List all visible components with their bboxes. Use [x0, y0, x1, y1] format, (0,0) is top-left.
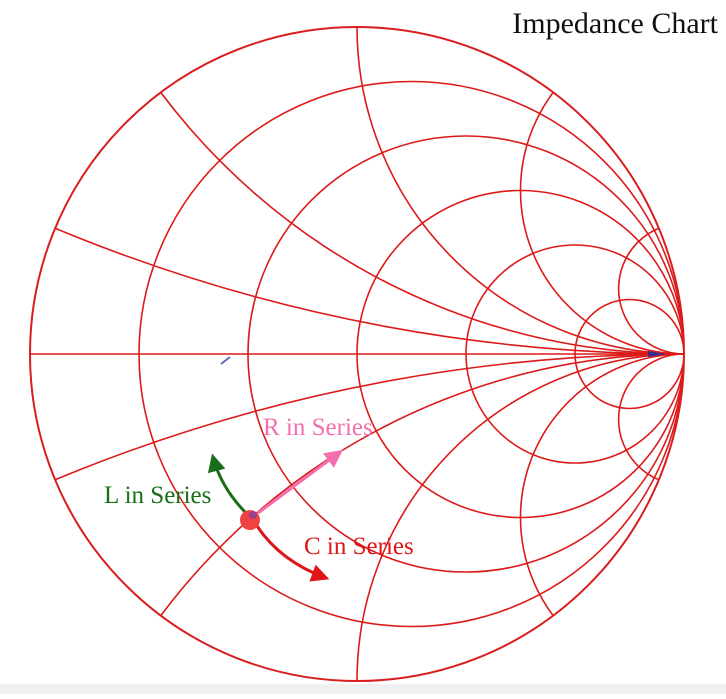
r-series-label: R in Series [263, 414, 373, 441]
impedance-point-highlight [249, 511, 257, 519]
reactance-arc-positive [619, 223, 726, 354]
r-series-arrow [258, 452, 340, 513]
c-series-label: C in Series [304, 533, 414, 560]
reactance-arc-positive [521, 27, 726, 354]
reactance-arc-positive [30, 0, 726, 354]
reactance-arc-negative [0, 354, 726, 694]
reactance-arc-negative [521, 354, 726, 681]
chart-title: Impedance Chart [512, 7, 718, 40]
reactance-arc-negative [30, 354, 726, 694]
l-series-arrow [213, 457, 247, 514]
bottom-strip [0, 684, 726, 694]
small-tick-mark [221, 357, 230, 364]
reactance-arc-negative [619, 354, 726, 485]
l-series-label: L in Series [104, 482, 211, 509]
